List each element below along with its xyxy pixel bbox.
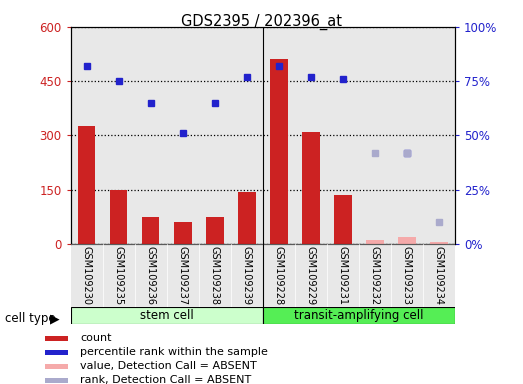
Bar bbox=[71, 27, 103, 244]
Bar bbox=[167, 244, 199, 307]
Bar bbox=[231, 244, 263, 307]
FancyBboxPatch shape bbox=[71, 307, 263, 324]
Bar bbox=[423, 27, 455, 244]
Bar bbox=[45, 377, 69, 382]
Bar bbox=[231, 27, 263, 244]
Bar bbox=[270, 60, 288, 244]
Bar bbox=[263, 244, 295, 307]
Bar bbox=[71, 244, 103, 307]
Bar bbox=[302, 132, 320, 244]
Bar bbox=[391, 27, 423, 244]
Bar bbox=[206, 217, 223, 244]
Bar bbox=[103, 27, 134, 244]
Bar bbox=[327, 244, 359, 307]
Bar bbox=[295, 27, 327, 244]
Bar bbox=[45, 336, 69, 341]
Text: percentile rank within the sample: percentile rank within the sample bbox=[81, 347, 268, 357]
Text: GSM109237: GSM109237 bbox=[178, 246, 188, 305]
Bar bbox=[327, 27, 359, 244]
Bar bbox=[391, 244, 423, 307]
Bar bbox=[78, 126, 95, 244]
Bar bbox=[199, 244, 231, 307]
Text: count: count bbox=[81, 333, 112, 343]
Bar bbox=[199, 27, 231, 244]
Bar bbox=[423, 244, 455, 307]
Bar bbox=[134, 27, 167, 244]
Bar bbox=[430, 242, 448, 244]
Text: GSM109235: GSM109235 bbox=[113, 246, 123, 305]
Bar bbox=[359, 244, 391, 307]
Text: GSM109228: GSM109228 bbox=[274, 246, 284, 305]
Text: GSM109230: GSM109230 bbox=[82, 246, 92, 305]
Bar bbox=[45, 364, 69, 369]
Text: GSM109232: GSM109232 bbox=[370, 246, 380, 305]
Bar bbox=[366, 240, 384, 244]
Bar bbox=[238, 192, 256, 244]
Bar bbox=[295, 244, 327, 307]
Text: GSM109233: GSM109233 bbox=[402, 246, 412, 305]
Text: GSM109231: GSM109231 bbox=[338, 246, 348, 305]
Bar bbox=[103, 244, 135, 307]
Text: GDS2395 / 202396_at: GDS2395 / 202396_at bbox=[181, 13, 342, 30]
Bar bbox=[263, 27, 295, 244]
Bar bbox=[142, 217, 160, 244]
Bar bbox=[398, 237, 416, 244]
Text: GSM109229: GSM109229 bbox=[306, 246, 316, 305]
Text: cell type: cell type bbox=[5, 312, 56, 325]
Text: transit-amplifying cell: transit-amplifying cell bbox=[294, 310, 424, 322]
Text: GSM109234: GSM109234 bbox=[434, 246, 444, 305]
Text: GSM109238: GSM109238 bbox=[210, 246, 220, 305]
FancyBboxPatch shape bbox=[263, 307, 455, 324]
Bar bbox=[334, 195, 351, 244]
Text: value, Detection Call = ABSENT: value, Detection Call = ABSENT bbox=[81, 361, 257, 371]
Bar bbox=[45, 350, 69, 355]
Bar bbox=[110, 190, 128, 244]
Text: ▶: ▶ bbox=[50, 312, 59, 325]
Bar bbox=[359, 27, 391, 244]
Text: rank, Detection Call = ABSENT: rank, Detection Call = ABSENT bbox=[81, 375, 252, 384]
Bar bbox=[174, 222, 191, 244]
Bar bbox=[167, 27, 199, 244]
Text: GSM109239: GSM109239 bbox=[242, 246, 252, 305]
Text: stem cell: stem cell bbox=[140, 310, 194, 322]
Bar bbox=[135, 244, 167, 307]
Text: GSM109236: GSM109236 bbox=[146, 246, 156, 305]
